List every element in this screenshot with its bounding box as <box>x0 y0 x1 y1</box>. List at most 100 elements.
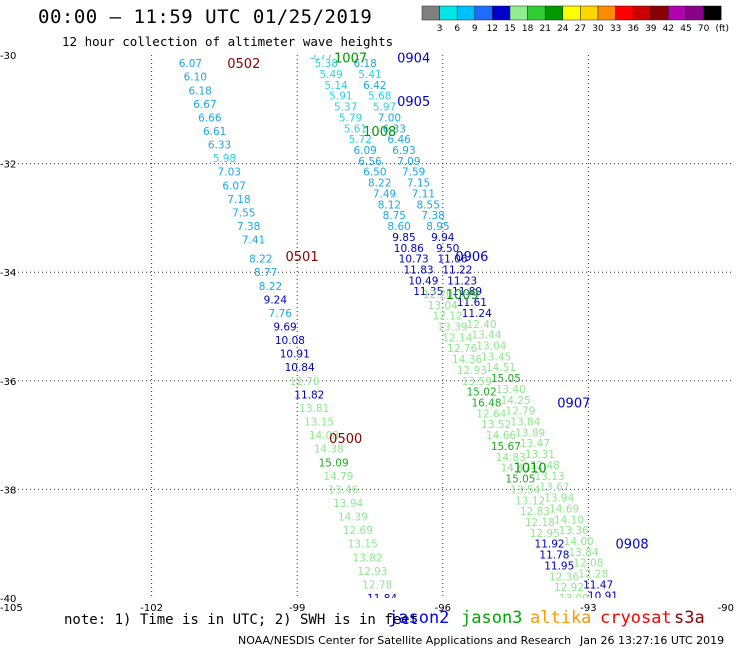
swh-value-label: 9.50 <box>436 243 459 255</box>
pass-id-label: 1009 <box>446 288 479 303</box>
pass-id-label: 0906 <box>455 250 488 265</box>
colorbar-swatch <box>492 5 511 21</box>
swh-value-label: 5.38 <box>315 58 338 70</box>
legend-altika: altika <box>530 608 592 628</box>
colorbar-unit: (ft) <box>715 24 729 34</box>
swh-value-label: 5.79 <box>339 112 362 124</box>
swh-value-label: 8.55 <box>417 199 440 211</box>
swh-value-label: 5.72 <box>349 134 372 146</box>
swh-value-label: 13.59 <box>462 376 492 388</box>
swh-value-label: 12.36 <box>549 571 579 583</box>
swh-value-label: 6.07 <box>222 180 245 192</box>
swh-value-label: 12.14 <box>442 332 472 344</box>
swh-value-label: 12.70 <box>289 376 319 388</box>
swh-value-label: 13.39 <box>437 322 467 334</box>
swh-value-label: 13.36 <box>559 525 589 537</box>
swh-value-label: 6.50 <box>363 167 386 179</box>
swh-value-label: 12.64 <box>476 408 506 420</box>
swh-value-label: 9.24 <box>264 294 288 306</box>
data-points: 6.076.106.186.676.666.616.335.987.036.07… <box>179 55 618 605</box>
swh-value-label: 7.15 <box>407 178 430 190</box>
swh-value-label: 13.82 <box>353 552 383 564</box>
swh-value-label: 5.68 <box>368 91 391 103</box>
swh-value-label: 13.40 <box>496 384 526 396</box>
x-tick-label: -90 <box>718 603 734 614</box>
swh-value-label: 7.41 <box>242 235 265 247</box>
y-tick-label: -32 <box>0 160 16 171</box>
swh-value-label: 8.12 <box>378 199 401 211</box>
swh-value-label: 11.82 <box>294 389 324 401</box>
swh-value-label: 13.94 <box>544 493 574 505</box>
colorbar-swatch <box>597 5 616 21</box>
swh-value-label: 7.09 <box>397 156 420 168</box>
swh-value-label: 8.95 <box>426 221 449 233</box>
swh-value-label: 10.84 <box>285 362 315 374</box>
swh-value-label: 7.76 <box>269 308 293 320</box>
swh-value-label: 10.86 <box>394 243 424 255</box>
swh-value-label: 6.33 <box>208 140 231 152</box>
swh-value-label: 13.04 <box>476 341 506 353</box>
swh-value-label: 14.69 <box>549 503 579 515</box>
swh-value-label: 7.55 <box>232 207 255 219</box>
colorbar-swatch <box>632 5 652 21</box>
swh-value-label: 13.12 <box>515 495 545 507</box>
colorbar-label: 36 <box>627 24 639 34</box>
swh-value-label: 5.98 <box>213 153 236 165</box>
swh-value-label: 6.42 <box>363 80 386 92</box>
colorbar-label: 27 <box>575 24 586 34</box>
swh-value-label: 11.22 <box>442 264 472 276</box>
swh-value-label: 6.10 <box>184 72 207 84</box>
swh-value-label: 14.79 <box>323 471 353 483</box>
x-tick-label: -99 <box>289 603 305 614</box>
swh-value-label: 10.73 <box>399 254 429 266</box>
swh-value-label: 11.83 <box>404 264 434 276</box>
colorbar-swatch <box>650 5 669 21</box>
x-tick-label: -93 <box>580 603 596 614</box>
swh-value-label: 8.75 <box>383 210 406 222</box>
swh-value-label: 7.49 <box>373 188 396 200</box>
colorbar-label: 6 <box>454 24 460 34</box>
swh-value-label: 15.67 <box>491 441 521 453</box>
swh-value-label: 11.92 <box>535 539 565 551</box>
swh-value-label: 5.91 <box>329 91 352 103</box>
colorbar-label: 21 <box>539 24 550 34</box>
colorbar-swatch <box>439 5 458 21</box>
colorbar-label: 24 <box>557 24 569 34</box>
swh-value-label: 5.97 <box>373 102 396 114</box>
swh-value-label: 11.06 <box>437 254 467 266</box>
swh-value-label: 9.85 <box>392 232 415 244</box>
swh-value-label: 10.08 <box>275 335 305 347</box>
swh-value-label: 13.84 <box>510 417 540 429</box>
swh-value-label: 12.69 <box>343 525 373 537</box>
swh-value-label: 12.18 <box>525 517 555 529</box>
pass-id-label: 0904 <box>397 52 430 67</box>
swh-value-label: 14.38 <box>314 444 344 456</box>
swh-value-label: 6.09 <box>353 145 376 157</box>
swh-value-label: 6.46 <box>387 134 411 146</box>
swh-value-label: 11.47 <box>583 579 613 591</box>
x-tick-label: -102 <box>140 603 163 614</box>
page-subtitle: 12 hour collection of altimeter wave hei… <box>62 34 394 49</box>
swh-value-label: 8.60 <box>387 221 410 233</box>
colorbar-swatch <box>703 5 722 21</box>
swh-value-label: 14.47 <box>501 463 531 475</box>
swh-value-label: 7.59 <box>402 167 425 179</box>
colorbar-swatch <box>668 5 687 21</box>
swh-value-label: 11.84 <box>367 593 397 605</box>
swh-value-label: 13.81 <box>299 403 329 415</box>
swh-value-label: 14.10 <box>554 514 584 526</box>
swh-value-label: 6.61 <box>203 126 226 138</box>
x-tick-label: -105 <box>0 603 23 614</box>
swh-value-label: 12.92 <box>554 582 584 594</box>
colorbar-swatch <box>421 5 440 21</box>
swh-value-label: 13.94 <box>333 498 363 510</box>
generation-timestamp: Jan 26 13:27:16 UTC 2019 <box>580 634 725 647</box>
swh-value-label: 7.18 <box>227 194 250 206</box>
y-tick-label: -40 <box>0 594 16 605</box>
swh-value-label: 9.69 <box>273 322 296 334</box>
y-tick-label: -36 <box>0 377 16 388</box>
colorbar-swatch <box>509 5 528 21</box>
swh-value-label: 12.20 <box>423 289 453 301</box>
swh-value-label: 5.49 <box>319 69 342 81</box>
swh-value-label: 6.93 <box>392 145 415 157</box>
